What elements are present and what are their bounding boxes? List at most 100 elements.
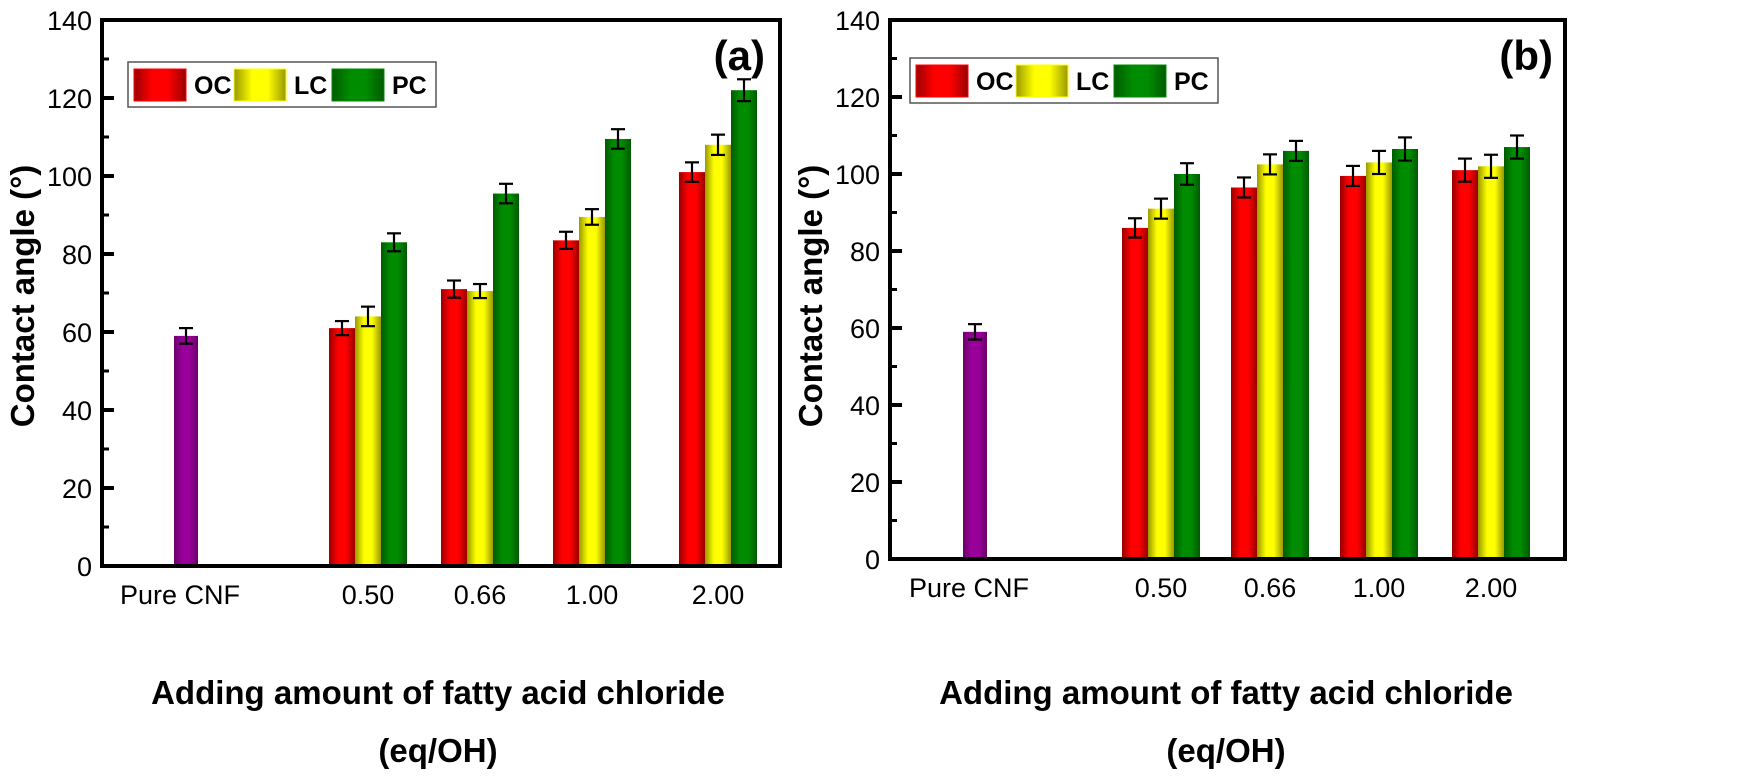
bar-lc-0_50 [355,316,381,566]
x-tick-label: 0.66 [454,580,507,610]
legend-swatch-pc [1113,64,1167,98]
bar-lc-0_66 [467,291,493,566]
error-bar-lc-0_50 [361,305,375,328]
y-axis: 0 20 40 60 80 100 120 140 [835,6,902,575]
bar-pc-0_50 [1174,174,1200,559]
y-tick-label: 20 [62,474,92,504]
x-tick-label: 0.50 [342,580,395,610]
y-tick-label: 40 [62,396,92,426]
error-bar-pc-0_66 [1289,139,1303,163]
error-bar-pc-1_00 [1398,136,1412,162]
bar-pc-1_00 [1392,148,1418,559]
bar-pc-0_66 [493,193,519,567]
x-tick-label: 0.50 [1135,573,1188,603]
error-bar-lc-0_50 [1154,197,1168,220]
error-bar-oc-0_50 [335,319,349,337]
y-tick-label: 80 [850,237,880,267]
bar-oc-2_00 [679,172,705,566]
bar-oc-0_50 [1122,227,1148,559]
bar-pc-0_50 [381,242,407,567]
error-bar-oc-1_00 [1346,164,1360,188]
error-bar-oc-2_00 [1458,157,1472,183]
x-tick-label: 2.00 [692,580,745,610]
bar-lc-1_00 [579,216,605,566]
bar-pc-2_00 [1504,147,1530,560]
legend: OC LC PC [909,57,1219,104]
x-axis-title-line2: (eq/OH) [1166,732,1285,769]
y-tick-label: 100 [835,160,880,190]
legend: OC LC PC [127,61,437,108]
y-tick-label: 120 [835,83,880,113]
error-bar-oc-0_66 [447,279,461,299]
y-tick-label: 60 [62,318,92,348]
y-axis-title: Contact angle (°) [4,165,41,428]
chart-panel-b: Contact angle (°) Adding amount of fatty… [792,6,1567,769]
y-tick-label: 40 [850,391,880,421]
x-tick-label: 0.66 [1244,573,1297,603]
y-axis: 0 20 40 60 80 100 120 140 [47,6,114,582]
error-bar-lc-1_00 [585,208,599,226]
bar-pure-cnf [174,335,198,566]
error-bar-pure-cnf [179,327,193,345]
legend-label-pc: PC [392,72,427,100]
error-bar-pure-cnf [968,323,982,341]
x-tick-label: Pure CNF [909,573,1029,603]
error-bar-lc-2_00 [711,133,725,157]
bar-lc-1_00 [1366,162,1392,559]
panel-label: (a) [714,32,765,79]
y-tick-label: 0 [865,545,880,575]
x-axis: Pure CNF 0.50 0.66 1.00 2.00 [909,573,1517,603]
y-tick-label: 0 [77,552,92,582]
y-tick-label: 20 [850,468,880,498]
bar-oc-1_00 [1340,175,1366,560]
y-tick-label: 80 [62,240,92,270]
bar-lc-2_00 [705,144,731,567]
bar-pc-2_00 [731,90,757,566]
error-bar-lc-1_00 [1372,149,1386,176]
error-bar-lc-2_00 [1484,153,1498,179]
error-bar-pc-0_50 [387,232,401,253]
error-bar-lc-0_66 [473,282,487,300]
error-bar-pc-2_00 [737,78,751,103]
legend-swatch-oc [915,64,969,98]
bar-oc-1_00 [553,240,579,566]
x-tick-label: 1.00 [566,580,619,610]
error-bar-oc-0_50 [1128,217,1142,239]
legend-label-oc: OC [194,72,232,100]
bar-lc-2_00 [1478,166,1504,560]
error-bar-pc-2_00 [1510,134,1524,160]
error-bar-pc-0_50 [1180,162,1194,186]
error-bar-lc-0_66 [1263,153,1277,176]
y-tick-label: 140 [835,6,880,36]
bar-pure-cnf [963,331,987,559]
x-axis-title-line1: Adding amount of fatty acid chloride [151,674,725,711]
bar-lc-0_66 [1257,164,1283,559]
legend-label-oc: OC [976,68,1014,96]
x-tick-label: 2.00 [1465,573,1518,603]
bar-oc-0_50 [329,328,355,566]
panel-label: (b) [1499,32,1553,79]
y-tick-label: 140 [47,6,92,36]
bar-pc-0_66 [1283,150,1309,559]
error-bar-pc-1_00 [611,128,625,150]
legend-swatch-pc [331,68,385,102]
y-tick-label: 60 [850,314,880,344]
legend-label-lc: LC [294,72,327,100]
legend-swatch-oc [133,68,187,102]
error-bar-pc-0_66 [499,182,513,205]
legend-swatch-lc [233,68,287,102]
legend-swatch-lc [1015,64,1069,98]
error-bar-oc-1_00 [559,230,573,251]
chart-panel-a: Contact angle (°) Adding amount of fatty… [4,6,782,769]
x-axis: Pure CNF 0.50 0.66 1.00 2.00 [120,580,744,610]
bar-oc-0_66 [441,289,467,566]
bar-oc-0_66 [1231,187,1257,559]
error-bar-oc-2_00 [685,161,699,183]
bar-pc-1_00 [605,138,631,566]
y-tick-label: 100 [47,162,92,192]
bars [963,134,1530,560]
legend-label-lc: LC [1076,68,1109,96]
x-axis-title-line1: Adding amount of fatty acid chloride [939,674,1513,711]
y-tick-label: 120 [47,84,92,114]
